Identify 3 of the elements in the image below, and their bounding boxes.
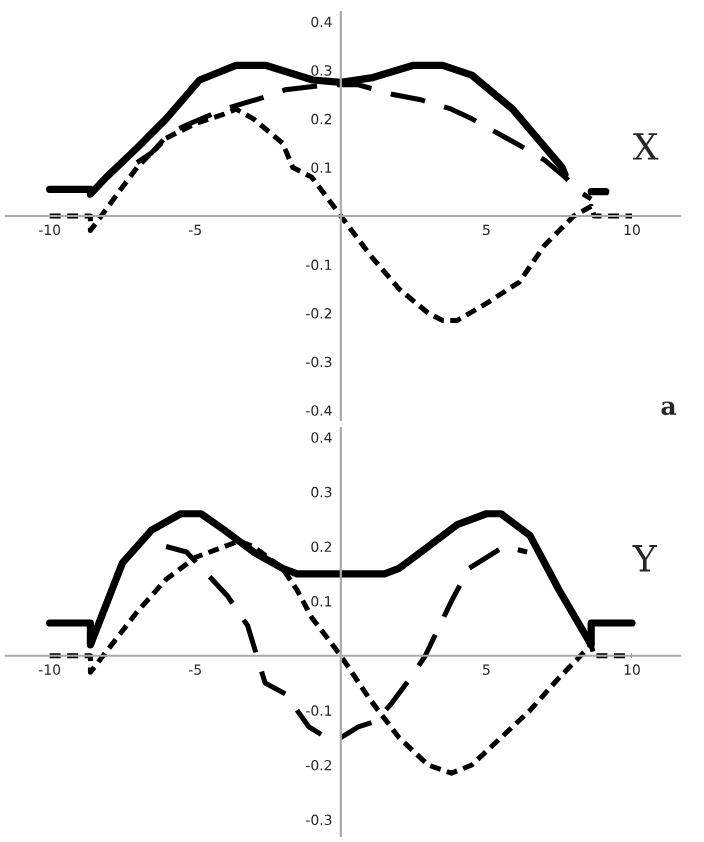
annotation: a	[661, 401, 677, 416]
annotation: X	[633, 133, 659, 160]
annotation: Y	[632, 545, 657, 572]
